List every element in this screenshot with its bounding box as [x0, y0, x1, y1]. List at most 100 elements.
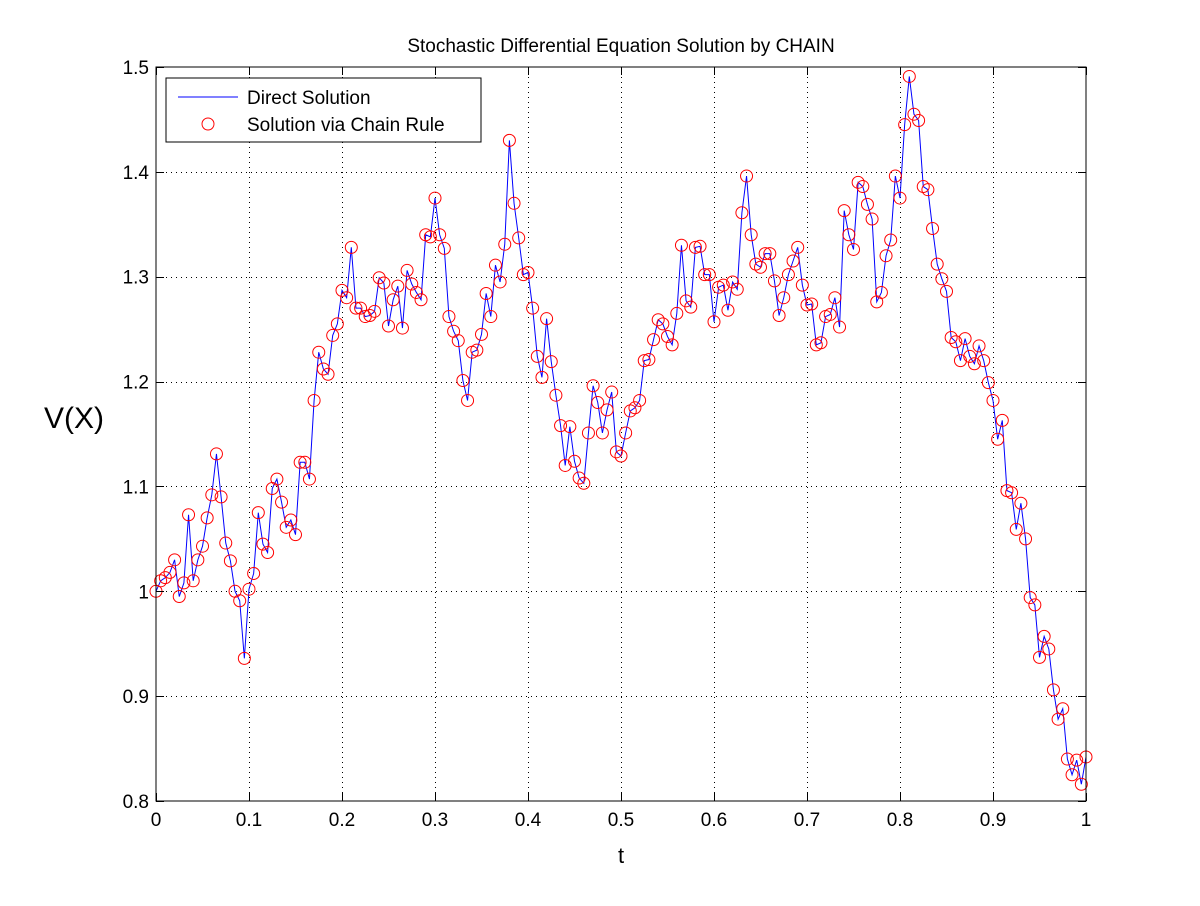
data-point-marker	[628, 401, 642, 415]
data-point-marker	[1005, 486, 1019, 500]
data-point-marker	[1060, 752, 1074, 766]
data-point-marker	[795, 278, 809, 292]
data-point-marker	[293, 455, 307, 469]
data-point-marker	[963, 349, 977, 363]
x-tick-label: 0.2	[329, 810, 355, 831]
y-tick-label: 0.8	[123, 792, 149, 813]
data-point-marker	[670, 306, 684, 320]
data-point-marker	[251, 506, 265, 520]
data-point-marker	[665, 338, 679, 352]
data-point-marker	[405, 277, 419, 291]
data-point-marker	[865, 212, 879, 226]
y-tick-label: 1.3	[123, 268, 149, 289]
data-point-marker	[154, 574, 168, 588]
data-point-marker	[688, 240, 702, 254]
data-point-marker	[512, 231, 526, 245]
data-point-marker	[902, 69, 916, 83]
data-point-marker	[916, 180, 930, 194]
data-point-marker	[940, 284, 953, 298]
data-point-marker	[549, 388, 563, 402]
data-point-marker	[577, 476, 591, 490]
data-point-marker	[172, 590, 186, 604]
data-point-marker	[791, 240, 805, 254]
data-point-marker	[298, 455, 312, 469]
chart-title: Stochastic Differential Equation Solutio…	[407, 36, 834, 57]
data-point-marker	[205, 488, 219, 502]
data-point-marker	[1028, 598, 1042, 612]
data-point-marker	[484, 310, 498, 324]
data-point-marker	[754, 260, 767, 274]
data-point-marker	[237, 651, 251, 665]
data-point-marker	[475, 327, 488, 341]
data-point-marker	[591, 396, 605, 410]
data-point-marker	[693, 239, 707, 253]
data-point-marker	[191, 553, 205, 567]
data-point-marker	[479, 286, 493, 300]
data-point-marker	[930, 257, 944, 271]
plot-area	[156, 67, 1086, 801]
data-point-marker	[614, 449, 628, 463]
data-point-marker	[758, 247, 772, 261]
data-point-marker	[493, 275, 507, 289]
data-point-marker	[284, 513, 298, 527]
data-point-marker	[647, 333, 661, 347]
x-tick-label: 0.5	[608, 810, 634, 831]
data-point-marker	[461, 393, 475, 407]
data-point-marker	[442, 310, 456, 324]
data-point-marker	[321, 367, 335, 381]
data-point-marker	[209, 447, 223, 461]
data-point-marker	[1023, 591, 1037, 605]
x-tick-label: 0.6	[701, 810, 727, 831]
data-point-marker	[972, 339, 986, 353]
data-point-marker	[702, 268, 716, 282]
legend-marker-swatch	[201, 117, 215, 131]
x-tick-label: 0.4	[515, 810, 542, 831]
data-point-marker	[730, 282, 744, 296]
data-point-marker	[977, 354, 991, 368]
data-point-marker	[619, 426, 633, 440]
data-point-marker	[158, 571, 172, 585]
y-tick-label: 0.9	[123, 687, 149, 708]
data-point-marker	[219, 536, 233, 550]
data-point-marker	[312, 345, 326, 359]
data-point-marker	[986, 393, 1000, 407]
data-point-marker	[684, 300, 698, 314]
x-tick-label: 0.3	[422, 810, 448, 831]
data-point-marker	[214, 490, 228, 504]
data-point-marker	[521, 266, 535, 280]
y-axis-label: V(X)	[44, 402, 104, 435]
data-point-marker	[740, 169, 754, 183]
data-point-marker	[498, 237, 512, 251]
data-point-marker	[651, 313, 665, 327]
data-point-marker	[344, 240, 358, 254]
x-tick-label: 0.9	[980, 810, 1006, 831]
data-point-marker	[307, 393, 321, 407]
legend: Direct Solution Solution via Chain Rule	[165, 77, 482, 143]
y-tick-label: 1.5	[123, 58, 149, 79]
data-point-marker	[316, 362, 330, 376]
data-point-marker	[488, 258, 502, 272]
data-point-marker	[368, 304, 382, 318]
data-point-marker	[642, 353, 656, 367]
data-point-marker	[781, 268, 795, 282]
data-point-marker	[833, 320, 847, 334]
data-point-marker	[326, 328, 340, 342]
data-point-marker	[451, 334, 465, 348]
x-tick-label: 0.7	[794, 810, 820, 831]
data-point-marker	[995, 413, 1009, 427]
data-point-marker	[386, 293, 400, 307]
data-point-marker	[330, 317, 344, 331]
data-point-marker	[1019, 532, 1033, 546]
data-point-marker	[414, 293, 428, 307]
data-point-marker	[842, 228, 856, 242]
data-point-marker	[507, 196, 521, 210]
legend-label-chain-rule: Solution via Chain Rule	[247, 115, 445, 136]
data-point-marker	[898, 118, 912, 132]
data-point-marker	[1033, 650, 1046, 664]
data-point-marker	[279, 520, 293, 534]
data-point-marker	[1074, 777, 1088, 791]
data-point-marker	[637, 354, 651, 368]
data-point-marker	[698, 268, 712, 282]
